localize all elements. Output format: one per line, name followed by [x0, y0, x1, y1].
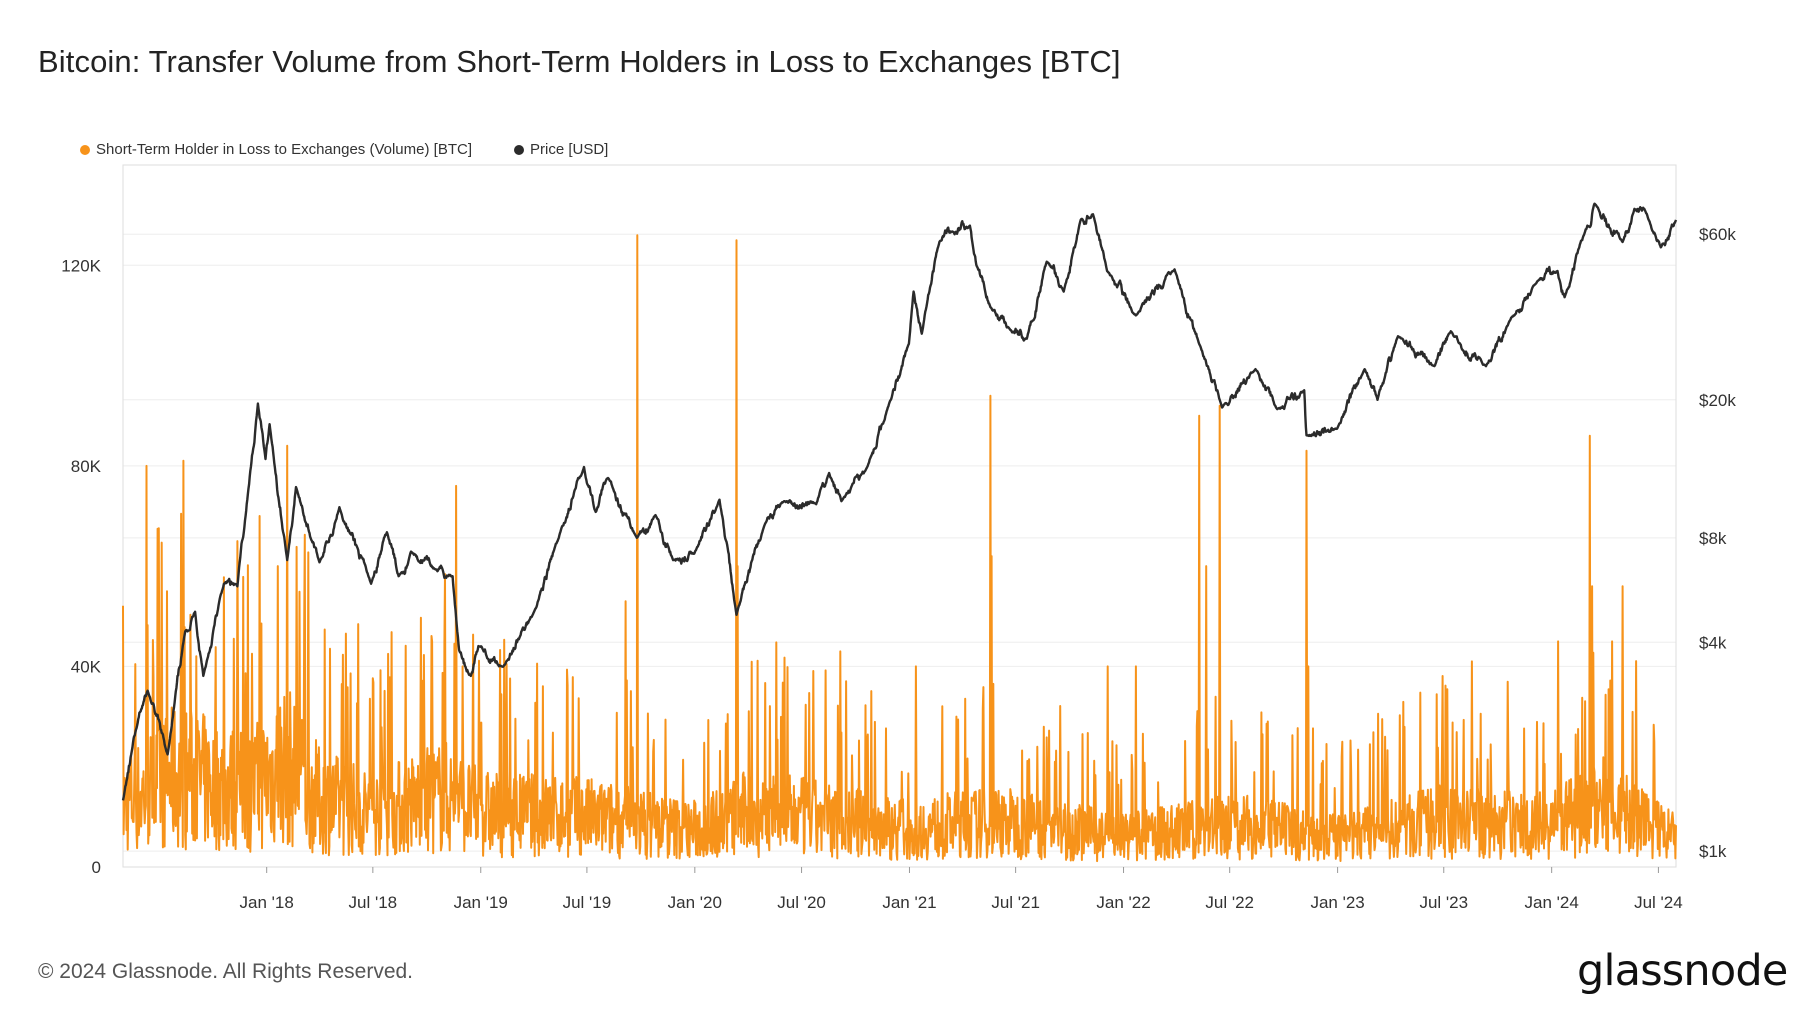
volume-series — [122, 234, 1677, 863]
x-tick-label: Jan '19 — [454, 893, 508, 912]
x-tick-label: Jul '23 — [1419, 893, 1468, 912]
price-series — [121, 202, 1678, 801]
volume-line — [122, 234, 1677, 863]
legend-item-price[interactable]: Price [USD] — [513, 141, 609, 158]
x-tick-label: Jan '18 — [240, 893, 294, 912]
x-tick-label: Jul '18 — [349, 893, 398, 912]
legend-dot-volume-icon — [80, 144, 90, 155]
x-tick-label: Jan '21 — [882, 893, 936, 912]
y-left-tick-label: 40K — [71, 657, 102, 676]
chart-canvas[interactable]: 0 40K 80K 120K $1k $4k $8k $20k $60k Jan '18 Jul '… — [0, 0, 1800, 920]
grid-lines — [123, 233, 1676, 868]
legend-label-price: Price [USD] — [529, 141, 609, 158]
x-tick-label: Jan '22 — [1096, 893, 1150, 912]
y-right-tick-label: $8k — [1699, 529, 1727, 548]
glassnode-logo: glassnode — [1577, 946, 1788, 996]
legend-dot-price-icon — [513, 144, 524, 155]
price-line — [121, 202, 1678, 801]
y-right-tick-label: $20k — [1699, 391, 1736, 410]
x-tick-label: Jul '19 — [563, 893, 612, 912]
x-tick-label: Jan '23 — [1310, 893, 1364, 912]
chart-title: Bitcoin: Transfer Volume from Short-Term… — [38, 44, 1121, 79]
y-left-tick-label: 80K — [71, 457, 102, 476]
x-tick-label: Jul '21 — [991, 893, 1040, 912]
x-tick-label: Jan '20 — [668, 893, 722, 912]
copyright-text: © 2024 Glassnode. All Rights Reserved. — [38, 960, 414, 983]
plot-frame — [122, 164, 1677, 868]
axes: 0 40K 80K 120K $1k $4k $8k $20k $60k Jan '18 Jul '… — [61, 225, 1736, 912]
legend-item-volume[interactable]: Short-Term Holder in Loss to Exchanges (… — [80, 141, 472, 158]
y-right-tick-label: $1k — [1699, 842, 1727, 861]
x-tick-label: Jul '20 — [777, 893, 826, 912]
y-right-tick-label: $60k — [1699, 225, 1736, 244]
y-left-tick-label: 120K — [61, 256, 101, 275]
x-tick-label: Jul '24 — [1634, 893, 1683, 912]
y-right-tick-label: $4k — [1699, 633, 1727, 652]
x-tick-label: Jan '24 — [1525, 893, 1579, 912]
x-tick-label: Jul '22 — [1205, 893, 1254, 912]
legend-label-volume: Short-Term Holder in Loss to Exchanges (… — [96, 141, 472, 158]
legend: Short-Term Holder in Loss to Exchanges (… — [80, 141, 608, 158]
y-left-tick-label: 0 — [92, 858, 101, 877]
